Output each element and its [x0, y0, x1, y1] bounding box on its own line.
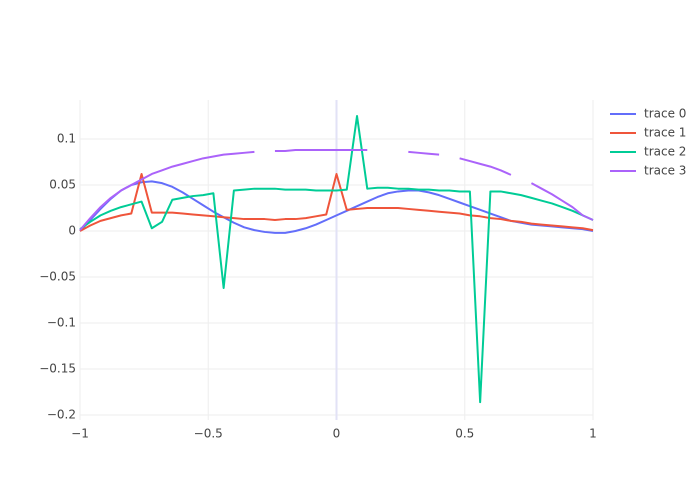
legend-label: trace 0	[644, 107, 686, 121]
x-tick-label: −1	[71, 427, 89, 441]
y-tick-label: −0.2	[47, 408, 76, 422]
y-tick-label: −0.15	[39, 362, 76, 376]
legend-label: trace 1	[644, 126, 686, 140]
x-tick-label: −0.5	[194, 427, 223, 441]
y-tick-label: 0	[68, 224, 76, 238]
x-tick-label: 0	[333, 427, 341, 441]
y-tick-label: −0.05	[39, 270, 76, 284]
x-tick-label: 1	[589, 427, 597, 441]
y-tick-label: 0.05	[49, 178, 76, 192]
y-tick-label: −0.1	[47, 316, 76, 330]
line	[79, 149, 594, 231]
y-tick-label: 0.1	[57, 132, 76, 146]
legend-label: trace 3	[644, 164, 686, 178]
x-tick-label: 0.5	[455, 427, 474, 441]
legend-label: trace 2	[644, 145, 686, 159]
line	[79, 115, 594, 404]
